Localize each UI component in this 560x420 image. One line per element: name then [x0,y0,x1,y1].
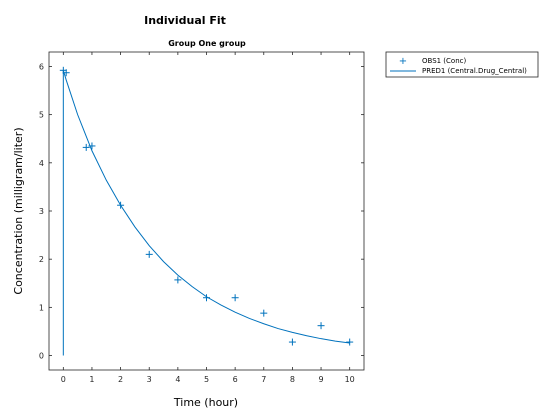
legend-entry-observed: OBS1 (Conc) [422,57,466,65]
x-tick-label: 9 [318,375,323,384]
chart-title: Individual Fit [144,14,226,27]
y-tick-label: 6 [39,62,44,71]
y-tick-label: 5 [39,111,44,120]
chart-subtitle: Group One group [168,39,246,48]
x-tick-label: 6 [233,375,238,384]
x-tick-label: 8 [290,375,295,384]
x-tick-label: 0 [61,375,66,384]
x-tick-label: 2 [118,375,123,384]
legend-marker-plus: + [399,56,407,67]
x-tick-label: 4 [175,375,180,384]
observation-point [317,322,325,330]
y-tick-label: 1 [39,303,44,312]
x-axis-label: Time (hour) [173,396,238,409]
observation-point [62,69,70,77]
y-axis-label: Concentration (milligram/liter) [12,127,25,294]
legend-box [385,51,539,78]
y-tick-label: 2 [39,255,44,264]
x-axis: 0 1 2 3 4 5 6 7 8 9 10 [61,52,355,384]
observation-point [231,294,239,302]
observation-point [88,142,96,150]
observation-point [174,276,182,284]
y-tick-label: 3 [39,207,44,216]
observation-point [260,309,268,317]
plot-area [48,51,365,371]
x-tick-label: 7 [261,375,266,384]
series-layer [59,66,354,356]
y-tick-label: 4 [39,159,44,168]
x-tick-label: 1 [89,375,94,384]
x-tick-label: 5 [204,375,209,384]
legend-entry-predicted: PRED1 (Central.Drug_Central) [422,67,527,75]
y-tick-label: 0 [39,352,44,361]
x-tick-label: 10 [345,375,355,384]
y-axis: 0 1 2 3 4 5 6 [39,62,364,361]
x-tick-label: 3 [147,375,152,384]
observation-point [288,338,296,346]
observation-point [145,250,153,258]
observation-point [346,338,354,346]
prediction-line [62,70,350,356]
legend: + OBS1 (Conc) PRED1 (Central.Drug_Centra… [385,51,539,78]
observation-point [203,294,210,302]
observation-point [82,143,90,151]
observation-point [117,201,125,209]
